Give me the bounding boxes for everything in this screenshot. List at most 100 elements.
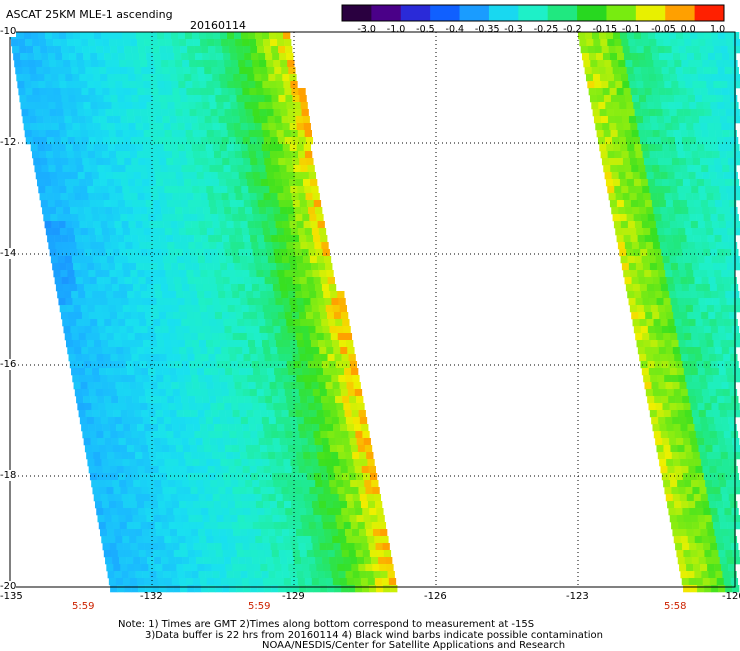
wind-cell	[659, 165, 667, 173]
wind-cell	[268, 375, 276, 383]
wind-cell	[710, 326, 719, 334]
wind-cell	[148, 116, 156, 124]
wind-cell	[271, 550, 280, 558]
wind-cell	[202, 515, 210, 523]
wind-cell	[691, 116, 700, 124]
wind-cell	[646, 354, 654, 362]
wind-cell	[264, 200, 273, 208]
wind-cell	[619, 249, 627, 257]
wind-cell	[662, 221, 671, 229]
wind-cell	[169, 256, 178, 264]
wind-cell	[142, 529, 150, 537]
wind-cell	[230, 165, 238, 173]
wind-cell	[213, 501, 222, 509]
wind-cell	[146, 515, 154, 523]
wind-cell	[236, 508, 244, 516]
wind-cell	[282, 529, 290, 537]
wind-cell	[108, 130, 116, 138]
wind-cell	[176, 564, 184, 572]
wind-cell	[291, 270, 299, 278]
wind-cell	[130, 39, 138, 47]
wind-cell	[662, 144, 670, 152]
wind-cell	[246, 256, 255, 264]
wind-cell	[207, 137, 216, 145]
wind-cell	[330, 410, 338, 418]
wind-cell	[295, 256, 304, 264]
wind-cell	[286, 284, 295, 292]
wind-cell	[178, 305, 186, 313]
wind-cell	[104, 102, 112, 110]
wind-cell	[686, 347, 695, 355]
wind-cell	[76, 53, 84, 61]
wind-cell	[185, 186, 193, 194]
wind-cell	[719, 557, 728, 565]
wind-cell	[302, 368, 310, 376]
wind-cell	[163, 452, 171, 460]
wind-cell	[270, 270, 278, 278]
wind-cell	[110, 354, 118, 362]
colorbar-label: -0.1	[621, 24, 641, 35]
wind-cell	[210, 480, 218, 488]
wind-cell	[197, 564, 205, 572]
wind-cell	[199, 340, 207, 348]
wind-cell	[665, 382, 673, 390]
wind-cell	[97, 284, 106, 292]
wind-cell	[213, 228, 222, 236]
wind-cell	[351, 410, 359, 418]
wind-cell	[191, 144, 200, 152]
wind-cell	[58, 144, 67, 152]
wind-cell	[166, 354, 174, 362]
wind-cell	[354, 424, 362, 432]
wind-cell	[294, 445, 303, 453]
wind-cell	[656, 263, 665, 271]
wind-cell	[717, 361, 725, 369]
wind-cell	[231, 207, 239, 215]
wind-cell	[95, 193, 103, 201]
wind-cell	[287, 109, 295, 117]
wind-cell	[93, 221, 101, 229]
wind-cell	[70, 109, 78, 117]
wind-cell	[673, 536, 682, 544]
wind-cell	[358, 410, 366, 418]
wind-cell	[223, 242, 231, 250]
wind-cell	[704, 256, 712, 264]
wind-cell	[239, 564, 247, 572]
wind-cell	[255, 228, 264, 236]
wind-cell	[270, 88, 278, 96]
wind-cell	[701, 459, 709, 467]
wind-cell	[681, 501, 689, 509]
wind-cell	[283, 501, 292, 509]
wind-cell	[129, 186, 137, 194]
colorbar-label: -1.0	[386, 24, 406, 35]
wind-cell	[29, 116, 37, 124]
wind-cell	[241, 305, 249, 313]
wind-cell	[590, 60, 598, 68]
wind-cell	[248, 186, 256, 194]
wind-cell	[592, 109, 600, 117]
wind-cell	[185, 81, 193, 89]
wind-cell	[152, 550, 161, 558]
wind-cell	[225, 116, 233, 124]
wind-cell	[266, 403, 274, 411]
wind-cell	[337, 291, 345, 299]
wind-cell	[171, 382, 179, 390]
wind-cell	[117, 277, 125, 285]
wind-cell	[148, 487, 156, 495]
wind-cell	[132, 515, 140, 523]
wind-cell	[617, 95, 626, 103]
wind-cell	[127, 67, 135, 75]
wind-cell	[248, 130, 256, 138]
wind-cell	[205, 417, 214, 425]
wind-cell	[308, 249, 316, 257]
wind-cell	[732, 403, 740, 411]
wind-cell	[275, 452, 283, 460]
wind-cell	[191, 494, 200, 502]
wind-cell	[246, 410, 254, 418]
wind-cell	[121, 417, 130, 425]
wind-cell	[693, 494, 702, 502]
wind-cell	[326, 312, 335, 320]
wind-cell	[354, 389, 363, 397]
wind-cell	[160, 319, 168, 327]
wind-cell	[709, 172, 717, 180]
wind-cell	[728, 417, 736, 425]
